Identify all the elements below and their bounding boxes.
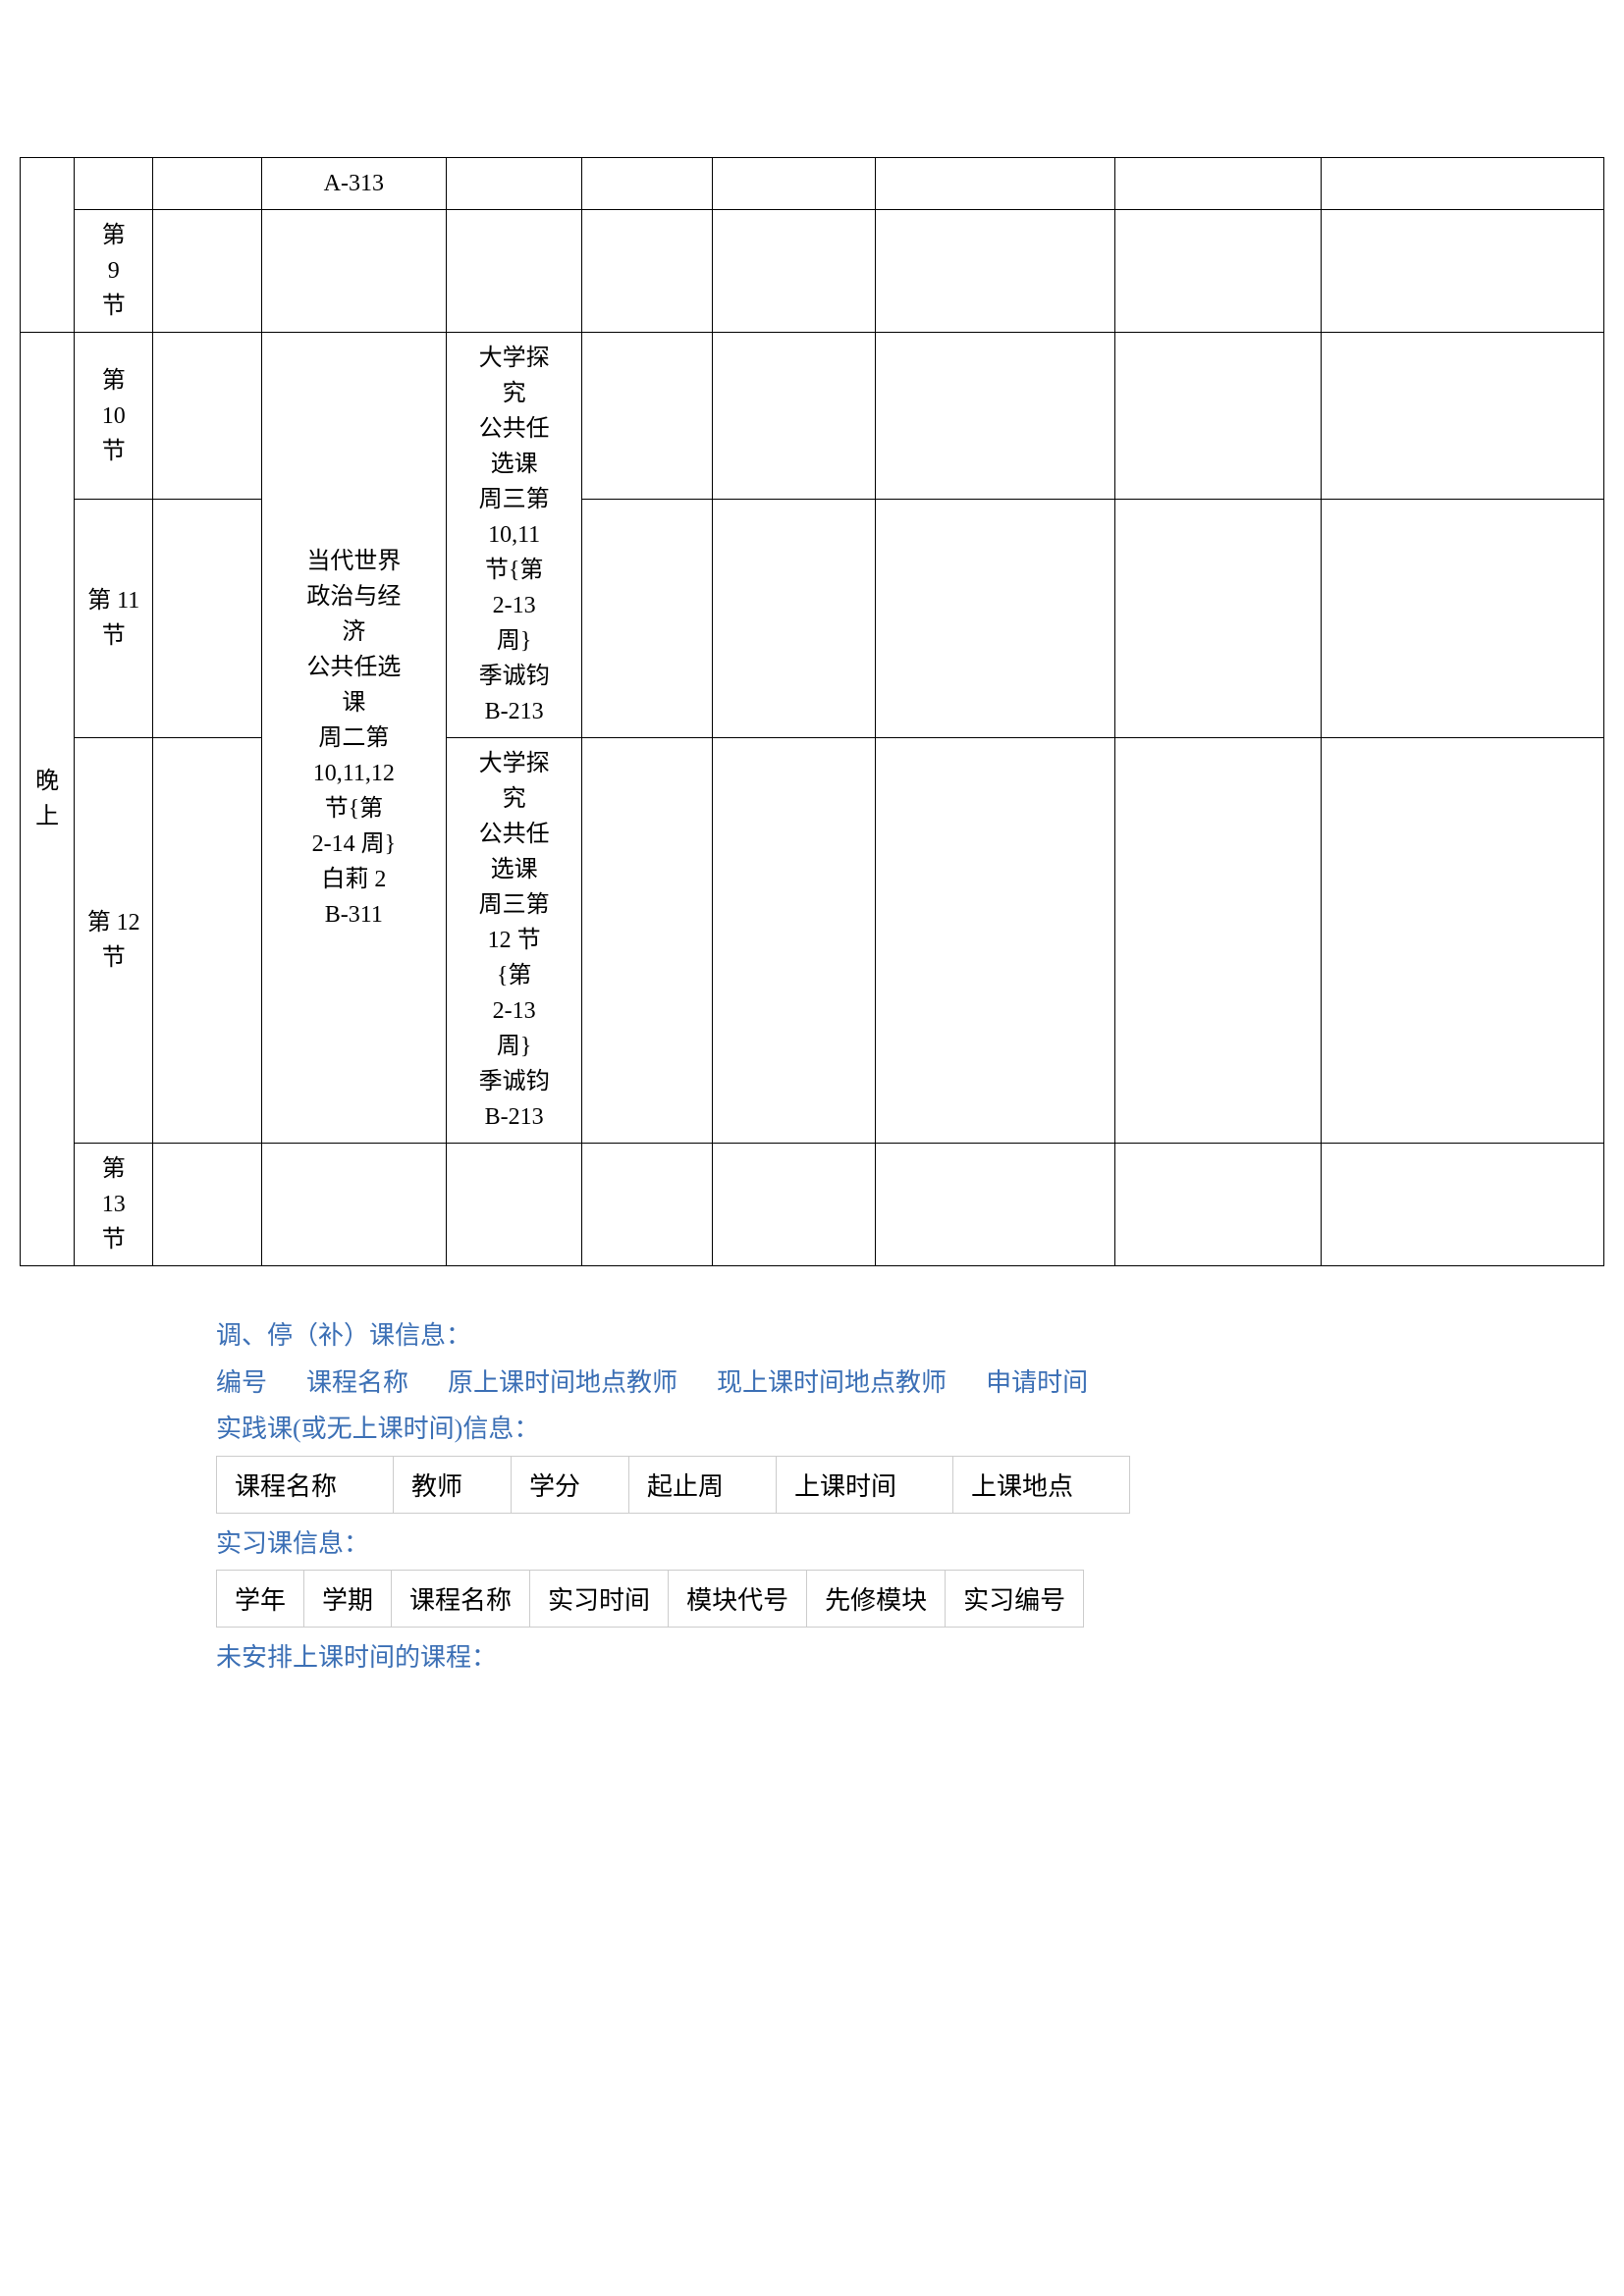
table-row: 第 13 节 <box>21 1144 1604 1266</box>
cell-fri <box>713 738 876 1144</box>
cell-sun <box>1114 210 1321 333</box>
time-block-cell <box>21 158 75 333</box>
table-row: 晚 上 第 10 节 当代世界 政治与经 济 公共任选 课 周二第 10,11,… <box>21 333 1604 500</box>
cell-wed <box>446 158 581 210</box>
cell-thu <box>582 210 713 333</box>
cell-thu <box>582 333 713 500</box>
cell-fri <box>713 158 876 210</box>
header-cell: 起止周 <box>629 1456 777 1513</box>
cell-thu <box>582 1144 713 1266</box>
table-row: 课程名称 教师 学分 起止周 上课时间 上课地点 <box>217 1456 1130 1513</box>
cell-extra <box>1322 158 1604 210</box>
cell-extra <box>1322 500 1604 738</box>
cell-thu <box>582 158 713 210</box>
period-12-cell: 第 12 节 <box>75 738 153 1144</box>
header-label: 申请时间 <box>986 1362 1088 1404</box>
cell-sun <box>1114 1144 1321 1266</box>
table-row: 第 11 节 <box>21 500 1604 738</box>
header-label: 现上课时间地点教师 <box>717 1362 947 1404</box>
header-cell: 学分 <box>512 1456 629 1513</box>
tue-course-cell: 当代世界 政治与经 济 公共任选 课 周二第 10,11,12 节{第 2-14… <box>261 333 446 1144</box>
wed-course-top-cell: 大学探 究 公共任 选课 周三第 10,11 节{第 2-13 周} 季诚钧 B… <box>446 333 581 738</box>
cell-sun <box>1114 500 1321 738</box>
period-cell <box>75 158 153 210</box>
period-13-cell: 第 13 节 <box>75 1144 153 1266</box>
header-label: 课程名称 <box>306 1362 408 1404</box>
wed-course-bottom-cell: 大学探 究 公共任 选课 周三第 12 节 {第 2-13 周} 季诚钧 B-2… <box>446 738 581 1144</box>
cell-tue: A-313 <box>261 158 446 210</box>
header-cell: 学年 <box>217 1571 304 1628</box>
cell-sun <box>1114 333 1321 500</box>
cell-sat <box>876 1144 1115 1266</box>
evening-block-cell: 晚 上 <box>21 333 75 1266</box>
cell-extra <box>1322 210 1604 333</box>
section2-title: 实践课(或无上课时间)信息： <box>216 1409 1604 1450</box>
section1-title: 调、停（补）课信息： <box>216 1315 1604 1357</box>
header-cell: 教师 <box>394 1456 512 1513</box>
section3-title: 实习课信息： <box>216 1523 1604 1565</box>
header-cell: 实习编号 <box>946 1571 1084 1628</box>
cell-fri <box>713 333 876 500</box>
section1-headers: 编号 课程名称 原上课时间地点教师 现上课时间地点教师 申请时间 <box>216 1362 1604 1404</box>
table-row: 第 12 节 大学探 究 公共任 选课 周三第 12 节 {第 2-13 周} … <box>21 738 1604 1144</box>
cell-wed <box>446 210 581 333</box>
cell-mon <box>153 210 262 333</box>
table-row: 学年 学期 课程名称 实习时间 模块代号 先修模块 实习编号 <box>217 1571 1084 1628</box>
cell-sat <box>876 738 1115 1144</box>
header-cell: 课程名称 <box>392 1571 530 1628</box>
cell-tue <box>261 210 446 333</box>
section4-title: 未安排上课时间的课程： <box>216 1637 1604 1679</box>
cell-mon <box>153 1144 262 1266</box>
header-cell: 先修模块 <box>807 1571 946 1628</box>
cell-sun <box>1114 158 1321 210</box>
cell-extra <box>1322 738 1604 1144</box>
header-cell: 课程名称 <box>217 1456 394 1513</box>
schedule-table: A-313 第 9 节 晚 上 第 10 节 当代世界 政治与经 济 公共任选 … <box>20 157 1604 1266</box>
cell-extra <box>1322 333 1604 500</box>
table-row: A-313 <box>21 158 1604 210</box>
header-cell: 实习时间 <box>530 1571 669 1628</box>
header-cell: 学期 <box>304 1571 392 1628</box>
cell-sun <box>1114 738 1321 1144</box>
cell-wed <box>446 1144 581 1266</box>
header-cell: 模块代号 <box>669 1571 807 1628</box>
cell-fri <box>713 1144 876 1266</box>
cell-mon <box>153 500 262 738</box>
cell-mon <box>153 333 262 500</box>
cell-tue <box>261 1144 446 1266</box>
header-label: 编号 <box>216 1362 267 1404</box>
cell-sat <box>876 500 1115 738</box>
table-row: 第 9 节 <box>21 210 1604 333</box>
cell-fri <box>713 500 876 738</box>
cell-thu <box>582 500 713 738</box>
cell-sat <box>876 333 1115 500</box>
period-9-cell: 第 9 节 <box>75 210 153 333</box>
header-cell: 上课时间 <box>777 1456 953 1513</box>
practice-course-table: 课程名称 教师 学分 起止周 上课时间 上课地点 <box>216 1456 1130 1514</box>
cell-mon <box>153 158 262 210</box>
period-11-cell: 第 11 节 <box>75 500 153 738</box>
cell-fri <box>713 210 876 333</box>
cell-extra <box>1322 1144 1604 1266</box>
cell-sat <box>876 158 1115 210</box>
header-cell: 上课地点 <box>953 1456 1130 1513</box>
header-label: 原上课时间地点教师 <box>448 1362 677 1404</box>
cell-thu <box>582 738 713 1144</box>
period-10-cell: 第 10 节 <box>75 333 153 500</box>
info-section: 调、停（补）课信息： 编号 课程名称 原上课时间地点教师 现上课时间地点教师 申… <box>216 1315 1604 1679</box>
cell-sat <box>876 210 1115 333</box>
cell-mon <box>153 738 262 1144</box>
internship-table: 学年 学期 课程名称 实习时间 模块代号 先修模块 实习编号 <box>216 1570 1084 1628</box>
